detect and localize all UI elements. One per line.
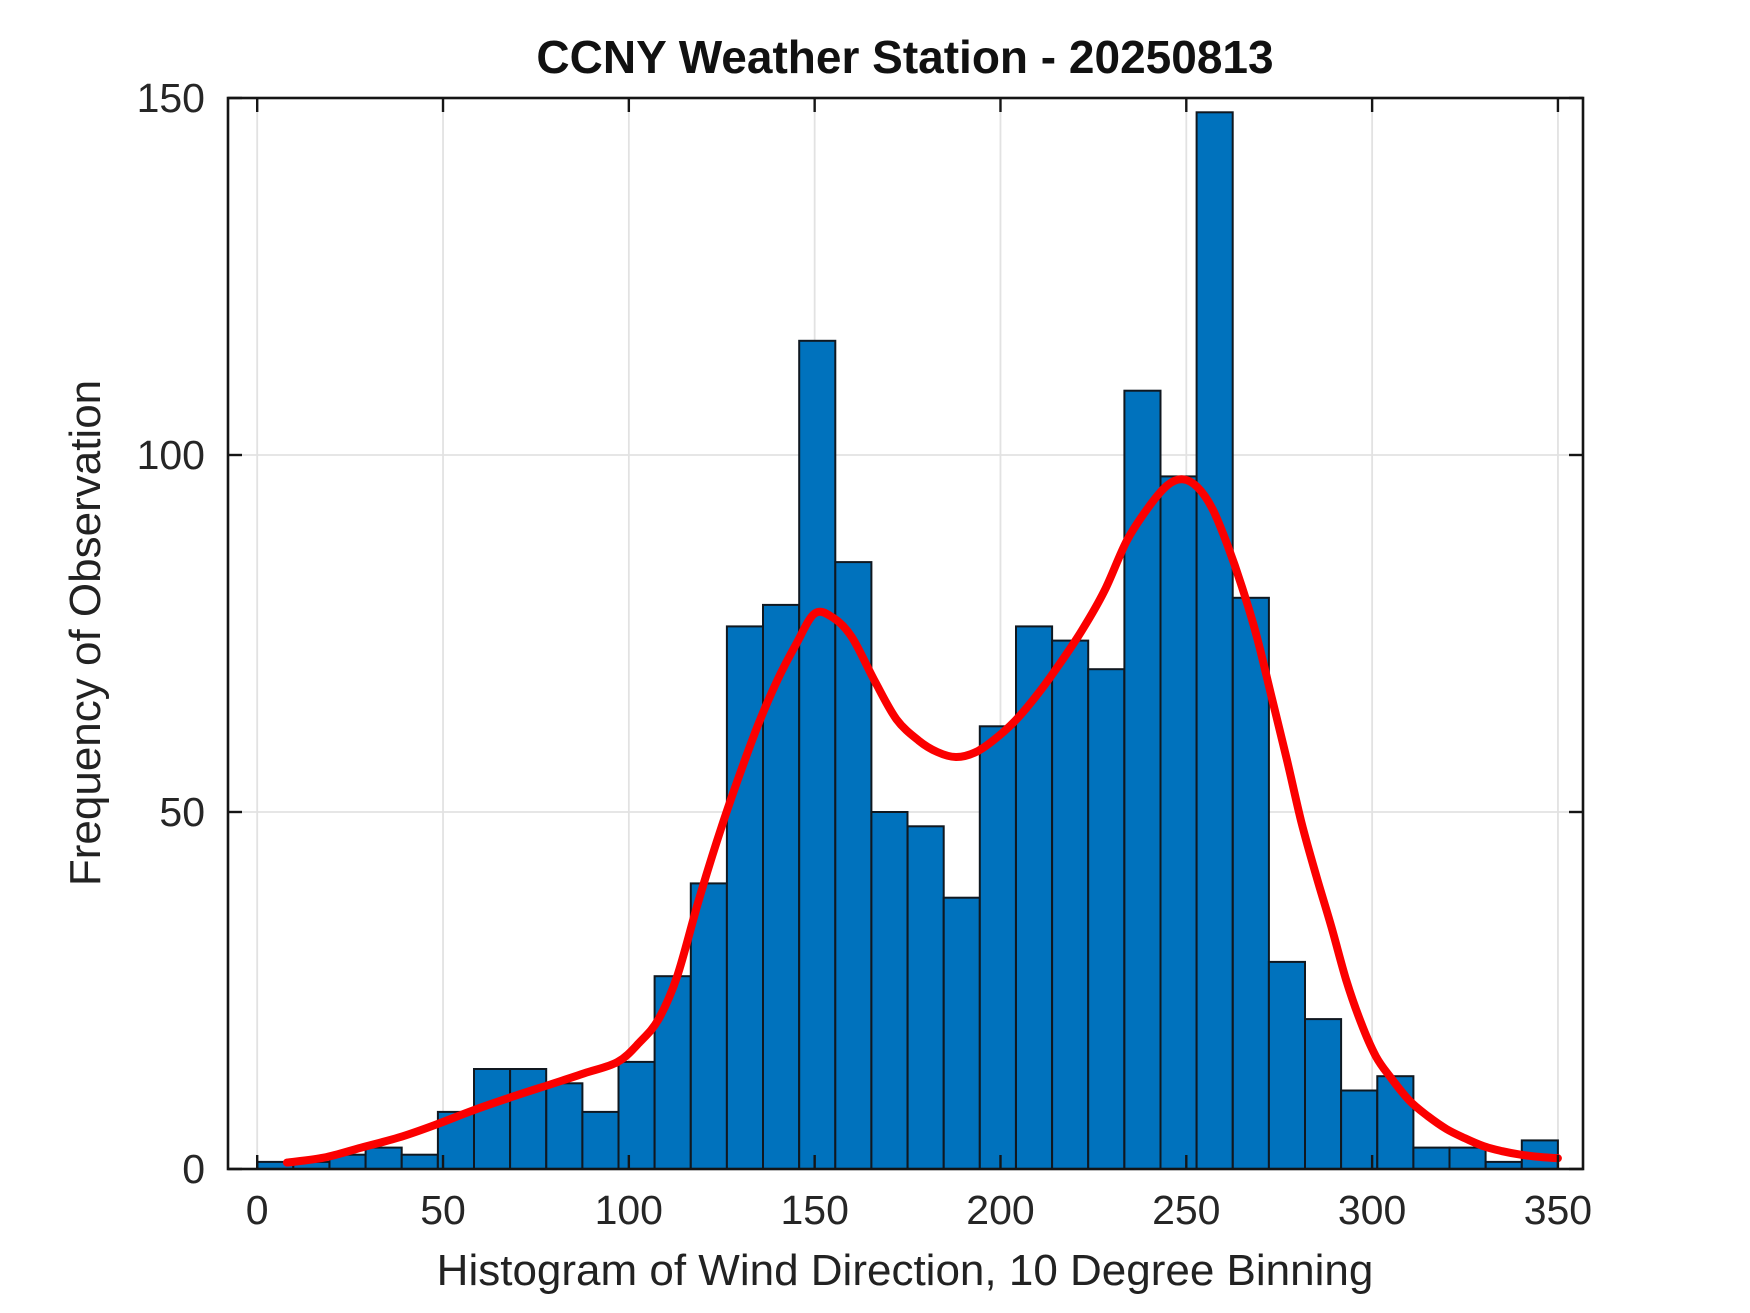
histogram-bar bbox=[870, 811, 909, 1170]
histogram-bar bbox=[725, 625, 765, 1170]
plot-border-box bbox=[226, 96, 1585, 1171]
histogram-bar bbox=[1231, 596, 1270, 1170]
histogram-bar bbox=[545, 1082, 584, 1171]
x-tick-label: 150 bbox=[780, 1187, 848, 1233]
histogram-bar bbox=[1412, 1146, 1451, 1170]
y-tick-labels: 0 50 100 150 bbox=[137, 75, 205, 1192]
histogram-bar bbox=[1015, 625, 1054, 1170]
histogram-bar bbox=[617, 1060, 656, 1171]
histogram-bar bbox=[1448, 1146, 1487, 1170]
histogram-bar bbox=[689, 882, 728, 1171]
y-tick-label: 150 bbox=[137, 75, 205, 121]
histogram-bar bbox=[400, 1153, 439, 1170]
histogram-bar bbox=[653, 975, 692, 1171]
histogram-bar bbox=[364, 1146, 403, 1170]
y-tick-label: 100 bbox=[137, 432, 205, 478]
histogram-bar bbox=[473, 1068, 512, 1170]
x-tick-label: 250 bbox=[1152, 1187, 1220, 1233]
x-tick-label: 0 bbox=[246, 1187, 269, 1233]
x-tick-label: 300 bbox=[1338, 1187, 1406, 1233]
histogram-bar bbox=[798, 339, 837, 1170]
histogram-bar bbox=[1051, 639, 1090, 1170]
histogram-bar bbox=[581, 1110, 620, 1171]
x-tick-label: 200 bbox=[966, 1187, 1034, 1233]
histogram-bar bbox=[978, 725, 1017, 1170]
histogram-bar bbox=[1376, 1075, 1415, 1170]
histogram-bar bbox=[942, 896, 981, 1170]
y-axis-label: Frequency of Observation bbox=[61, 380, 110, 886]
histogram-bar bbox=[834, 561, 873, 1170]
y-tick-label: 0 bbox=[182, 1146, 205, 1192]
histogram-bar bbox=[1087, 668, 1126, 1170]
fit-curve-line bbox=[282, 475, 1562, 1167]
histogram-bar bbox=[1304, 1018, 1343, 1170]
histogram-bar bbox=[762, 603, 801, 1170]
chart-title: CCNY Weather Station - 20250813 bbox=[536, 31, 1273, 83]
histogram-bar bbox=[1195, 111, 1234, 1170]
histogram-bar bbox=[906, 825, 945, 1170]
axis-ticks bbox=[228, 96, 1583, 1171]
x-tick-label: 100 bbox=[595, 1187, 663, 1233]
x-tick-label: 350 bbox=[1524, 1187, 1592, 1233]
histogram-bar bbox=[1267, 960, 1307, 1171]
x-tick-labels: 0 50 100 150 200 250 300 350 bbox=[246, 1187, 1592, 1233]
histogram-bars bbox=[256, 111, 1559, 1171]
x-axis-label: Histogram of Wind Direction, 10 Degree B… bbox=[437, 1246, 1374, 1295]
x-tick-label: 50 bbox=[420, 1187, 466, 1233]
y-tick-label: 50 bbox=[159, 789, 205, 835]
histogram-bar bbox=[1159, 475, 1198, 1170]
histogram-bar bbox=[1123, 389, 1162, 1170]
